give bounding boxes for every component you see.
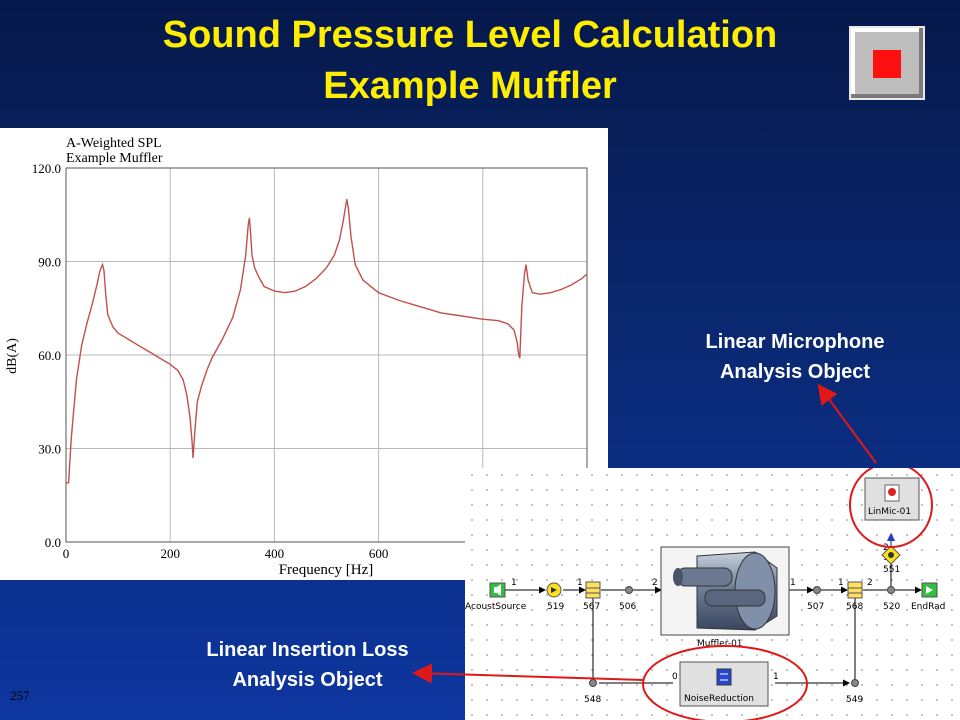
stop-icon	[873, 50, 901, 78]
callout-ins-line-2: Analysis Object	[232, 669, 383, 691]
node-label: 567	[583, 602, 600, 612]
plot-frame	[65, 167, 588, 543]
y-tick-label: 90.0	[38, 255, 61, 270]
slide-title-line-1: Sound Pressure Level Calculation	[162, 14, 778, 56]
x-tick-label: 0	[63, 546, 70, 561]
arrow-to-mic-label	[817, 383, 877, 464]
port-number: 0	[672, 672, 678, 682]
highlight-ring-mic	[849, 468, 933, 548]
muffler-pipe-end	[673, 568, 683, 586]
highlight-ring-insertion	[642, 645, 808, 720]
node-549[interactable]: 549	[846, 679, 863, 706]
end-radiation-glyph	[926, 586, 933, 594]
callout-mic-line-1: Linear Microphone	[705, 331, 885, 353]
node-506[interactable]: 506	[619, 586, 636, 613]
node-label: 520	[883, 602, 900, 612]
port-number: 2	[883, 543, 889, 553]
node-dot	[589, 679, 597, 687]
y-axis-label: dB(A)	[5, 338, 20, 374]
x-tick-label: 600	[369, 546, 389, 561]
node-label: LinMic-01	[868, 507, 911, 517]
speaker-glyph	[494, 584, 501, 596]
callout-linear-insertion-loss: Linear Insertion Loss Analysis Object	[165, 635, 450, 695]
port-number: 1	[577, 578, 583, 588]
node-label: 507	[807, 602, 824, 612]
linear-microphone-node[interactable]: LinMic-01	[864, 477, 920, 521]
port-number: 1	[773, 672, 779, 682]
muffler-node[interactable]: Muffler-01	[660, 546, 790, 649]
flow-arrow-icon	[551, 587, 557, 593]
y-tick-label: 120.0	[32, 161, 61, 176]
y-tick-label: 0.0	[45, 535, 61, 550]
acoustic-source-node[interactable]: AcoustSource	[465, 582, 527, 612]
node-dot	[887, 586, 895, 594]
x-axis-label: Frequency [Hz]	[279, 562, 374, 578]
y-tick-label: 60.0	[38, 348, 61, 363]
model-diagram: 1 1 2 1 1 2 1 2 0 1 AcoustSource 519 567…	[465, 468, 960, 720]
muffler-pipe-2	[704, 589, 766, 607]
node-label: NoiseReduction	[684, 694, 754, 704]
y-tick-labels: 0.0 30.0 60.0 90.0 120.0	[32, 161, 61, 550]
callout-linear-microphone: Linear Microphone Analysis Object	[660, 327, 930, 387]
port-number: 1	[790, 578, 796, 588]
port-number: 1	[838, 578, 844, 588]
duct-icon	[847, 581, 863, 599]
y-tick-label: 30.0	[38, 442, 61, 457]
callout-mic-line-2: Analysis Object	[719, 361, 871, 383]
microphone-icon	[888, 488, 896, 496]
node-507[interactable]: 507	[807, 586, 824, 613]
node-label: 568	[846, 602, 863, 612]
node-label: 551	[883, 565, 900, 575]
port-number: 2	[652, 578, 658, 588]
node-label: EndRad	[911, 602, 945, 612]
connection-lines	[505, 564, 922, 687]
duct-568[interactable]: 568	[846, 581, 863, 612]
callout-ins-line-1: Linear Insertion Loss	[206, 639, 409, 661]
stop-button[interactable]	[849, 26, 925, 100]
chart-subtitle: Example Muffler	[66, 151, 163, 166]
duct-567[interactable]: 567	[583, 581, 601, 612]
muffler-pipe	[676, 567, 733, 587]
node-label: 549	[846, 695, 863, 705]
duct-icon	[585, 581, 601, 599]
noise-reduction-node[interactable]: NoiseReduction	[679, 661, 769, 707]
chart-title: A-Weighted SPL	[66, 136, 162, 151]
node-label: AcoustSource	[465, 602, 527, 612]
node-dot	[851, 679, 859, 687]
noise-reduction-icon	[716, 668, 732, 686]
junction-519[interactable]: 519	[546, 582, 564, 612]
probe-dot	[888, 552, 894, 558]
node-dot	[625, 586, 633, 594]
node-label: Muffler-01	[697, 639, 743, 649]
x-tick-label: 200	[160, 546, 180, 561]
probe-551[interactable]: 551	[881, 545, 901, 575]
port-number: 2	[867, 578, 873, 588]
node-label: 519	[547, 602, 564, 612]
node-520[interactable]: 520	[883, 586, 900, 613]
slide-title-line-2: Example Muffler	[323, 65, 617, 107]
node-label: 548	[584, 695, 601, 705]
port-number: 1	[511, 578, 517, 588]
spl-chart: A-Weighted SPL Example Muffler 0.0 30.0 60…	[0, 128, 608, 580]
page-number: 257	[10, 688, 30, 703]
x-tick-label: 400	[265, 546, 285, 561]
spl-series-line	[66, 199, 588, 484]
node-label: 506	[619, 602, 636, 612]
node-dot	[813, 586, 821, 594]
end-radiation-node[interactable]: EndRad	[911, 582, 945, 612]
